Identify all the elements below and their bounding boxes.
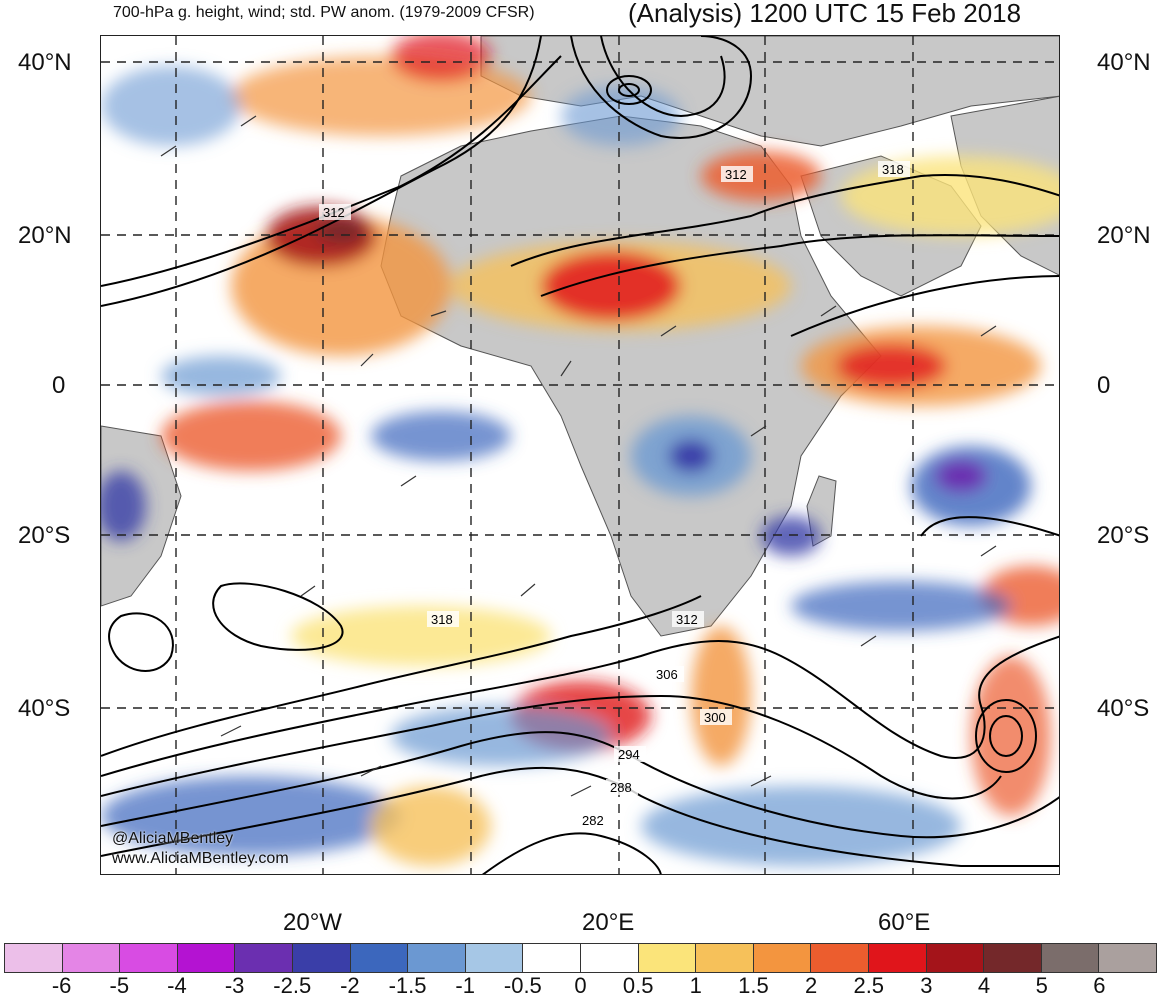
lat-lon-grid — [101, 36, 1059, 874]
contour-label: 318 — [431, 612, 453, 627]
lat-label-left-20s: 20°S — [18, 522, 71, 549]
colorbar-swatch — [62, 944, 121, 972]
colorbar-swatch — [465, 944, 524, 972]
colorbar-tick-label: 6 — [1093, 973, 1106, 998]
colorbar-swatch — [696, 944, 754, 972]
lat-label-right-20n: 20°N — [1097, 222, 1151, 249]
colorbar-swatch — [1099, 944, 1156, 972]
contour-label: 312 — [676, 612, 698, 627]
contour-label: 282 — [582, 813, 604, 828]
colorbar-swatch — [235, 944, 293, 972]
lon-label-20e: 20°E — [582, 909, 635, 936]
lat-label-right-40n: 40°N — [1097, 49, 1151, 76]
colorbar-tick-label: -1.5 — [388, 973, 427, 998]
credit-handle: @AliciaMBentley — [112, 830, 234, 847]
colorbar-swatch — [984, 944, 1042, 972]
colorbar-tick-label: 2 — [804, 973, 818, 998]
credit-website: www.AliciaMBentley.com — [112, 850, 289, 867]
colorbar-swatch — [926, 944, 985, 972]
colorbar-swatch — [408, 944, 466, 972]
contour-label: 306 — [656, 667, 678, 682]
colorbar-swatch — [580, 944, 639, 972]
colorbar-tick-label: 0.5 — [622, 973, 654, 998]
contour-label: 294 — [618, 747, 640, 762]
colorbar-tick-label: -0.5 — [503, 973, 542, 998]
colorbar-tick-label: -2.5 — [273, 973, 312, 998]
colorbar-swatch — [292, 944, 351, 972]
contour-label: 318 — [882, 162, 904, 177]
colorbar-swatch — [638, 944, 697, 972]
colorbar-tick-label: -2 — [340, 973, 360, 998]
colorbar-swatch — [120, 944, 178, 972]
lat-label-left-40n: 40°N — [18, 49, 72, 76]
colorbar-tick-label: -1 — [455, 973, 475, 998]
contour-labels: 312 312 318 318 312 306 300 294 288 282 — [319, 161, 910, 828]
colorbar-swatch — [811, 944, 869, 972]
wind-barbs — [160, 115, 997, 797]
contour-label: 312 — [725, 167, 747, 182]
colorbar-swatch — [5, 944, 63, 972]
lat-label-left-40s: 40°S — [18, 695, 71, 722]
colorbar-swatch — [753, 944, 812, 972]
colorbar-tick-label: 1 — [689, 973, 702, 998]
lat-label-right-20s: 20°S — [1097, 522, 1150, 549]
colorbar-tick-label: -3 — [224, 973, 245, 998]
lon-label-60e: 60°E — [878, 909, 931, 936]
lat-label-right-eq: 0 — [1097, 372, 1111, 399]
pw-anomaly-shading — [101, 36, 1059, 866]
colorbar-swatch — [868, 944, 927, 972]
map-subtitle: 700-hPa g. height, wind; std. PW anom. (… — [113, 4, 535, 21]
contour-label: 312 — [323, 205, 345, 220]
colorbar-swatch — [1041, 944, 1100, 972]
map-canvas: 312 312 318 318 312 306 300 294 288 282 — [101, 36, 1059, 874]
colorbar-tick-label: 2.5 — [853, 973, 885, 998]
colorbar-tick-label: 5 — [1035, 973, 1048, 998]
contour-label: 288 — [610, 780, 632, 795]
lon-label-20w: 20°W — [283, 909, 342, 936]
colorbar-tick-label: -5 — [109, 973, 130, 998]
colorbar-tick-label: 1.5 — [738, 973, 769, 998]
colorbar-tick-label: 0 — [574, 973, 587, 998]
colorbar-tick-label: 3 — [920, 973, 933, 998]
colorbar-tick-label: -4 — [167, 973, 187, 998]
colorbar-tick-label: 4 — [977, 973, 991, 998]
colorbar-swatch — [523, 944, 581, 972]
pw-anomaly-colorbar — [4, 943, 1157, 973]
colorbar-swatch — [177, 944, 236, 972]
colorbar-tick-label: -6 — [51, 973, 72, 998]
map-title: (Analysis) 1200 UTC 15 Feb 2018 — [628, 0, 1022, 28]
contour-label: 300 — [704, 710, 726, 725]
map-panel: 312 312 318 318 312 306 300 294 288 282 — [100, 35, 1060, 875]
lat-label-left-eq: 0 — [52, 372, 66, 399]
colorbar-swatch — [350, 944, 409, 972]
lat-label-left-20n: 20°N — [18, 222, 72, 249]
lat-label-right-40s: 40°S — [1097, 695, 1150, 722]
